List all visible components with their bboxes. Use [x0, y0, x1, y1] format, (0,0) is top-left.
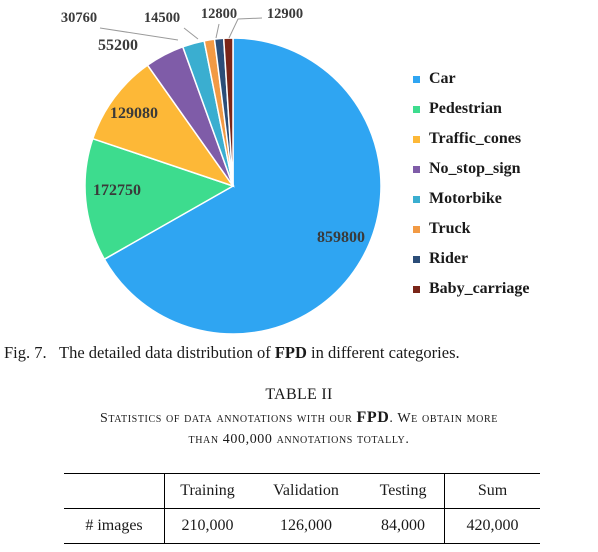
table-subtitle: Statistics of data annotations with our …	[0, 407, 598, 450]
legend-swatch	[413, 195, 420, 203]
leader-line-motorbike	[99, 27, 179, 41]
legend-label: Car	[429, 70, 456, 87]
cell-training: 210,000	[181, 517, 234, 534]
pie-slice-car	[103, 37, 382, 335]
data-label-car: 859800	[317, 229, 365, 246]
row-label: # images	[64, 508, 165, 544]
legend-item-pedestrian: Pedestrian	[413, 94, 529, 124]
subtitle-line1-b: . We obtain more	[389, 411, 498, 426]
cell-validation: 126,000	[280, 517, 332, 534]
leader-line-rider	[215, 23, 220, 39]
pie-slice-baby-carriage	[222, 37, 234, 187]
legend-item-rider: Rider	[413, 244, 529, 274]
legend-swatch	[413, 135, 420, 143]
data-label-no-stop-sign: 55200	[98, 37, 138, 54]
legend-label: Pedestrian	[429, 100, 502, 117]
legend-item-no-stop-sign: No_stop_sign	[413, 154, 529, 184]
subtitle-line1-a: Statistics of data annotations with our	[100, 411, 353, 426]
leader-line-baby-carriage	[228, 17, 263, 39]
table-row: # images 210,000 126,000 84,000 420,000	[64, 508, 540, 544]
legend-label: Baby_carriage	[429, 280, 530, 297]
legend-swatch	[413, 165, 420, 173]
header-cell-sum: Sum	[444, 473, 540, 509]
cell-testing: 84,000	[362, 508, 445, 544]
leader-line-truck	[183, 27, 199, 40]
legend-swatch	[413, 225, 420, 233]
legend-label: No_stop_sign	[429, 160, 521, 177]
cell-sum: 420,000	[466, 517, 519, 534]
chart-legend: Car Pedestrian Traffic_cones No_stop_sign Mo…	[413, 64, 529, 304]
legend-label: Rider	[429, 250, 469, 267]
subtitle-line2: than 400,000 annotations totally.	[188, 432, 410, 447]
legend-item-truck: Truck	[413, 214, 529, 244]
legend-swatch	[413, 285, 420, 293]
header-cell-training: Training	[164, 473, 250, 509]
pie-slice-traffic-cones	[91, 64, 235, 188]
header-cell-empty	[64, 473, 165, 509]
data-label-pedestrian: 172750	[93, 182, 141, 199]
pie-slice-pedestrian	[84, 137, 235, 261]
legend-swatch	[413, 105, 420, 113]
data-label-truck: 14500	[144, 10, 180, 26]
legend-label: Traffic_cones	[429, 130, 522, 147]
legend-item-baby-carriage: Baby_carriage	[413, 274, 529, 304]
legend-item-car: Car	[413, 64, 529, 94]
legend-swatch	[413, 255, 420, 263]
data-label-traffic-cones: 129080	[110, 105, 158, 122]
legend-item-motorbike: Motorbike	[413, 184, 529, 214]
header-cell-validation: Validation	[250, 473, 362, 509]
caption-text-before: The detailed data distribution of	[59, 343, 271, 362]
caption-bold: FPD	[274, 343, 307, 362]
data-label-motorbike: 30760	[61, 10, 97, 26]
legend-label: Motorbike	[429, 190, 502, 207]
caption-text-after: in different categories.	[311, 343, 460, 362]
statistics-table: Training Validation Testing Sum # images…	[64, 473, 540, 544]
legend-swatch	[413, 75, 420, 83]
table-header-row: Training Validation Testing Sum	[64, 473, 540, 509]
data-label-baby-carriage: 12900	[267, 6, 303, 22]
data-label-rider: 12800	[201, 6, 237, 22]
caption-prefix: Fig. 7.	[4, 343, 47, 362]
header-cell-testing: Testing	[362, 473, 445, 509]
legend-item-traffic-cones: Traffic_cones	[413, 124, 529, 154]
subtitle-bold: FPD	[356, 409, 390, 426]
figure-caption: Fig. 7. The detailed data distribution o…	[4, 343, 460, 363]
legend-label: Truck	[429, 220, 471, 237]
table-title: TABLE II	[265, 386, 333, 403]
